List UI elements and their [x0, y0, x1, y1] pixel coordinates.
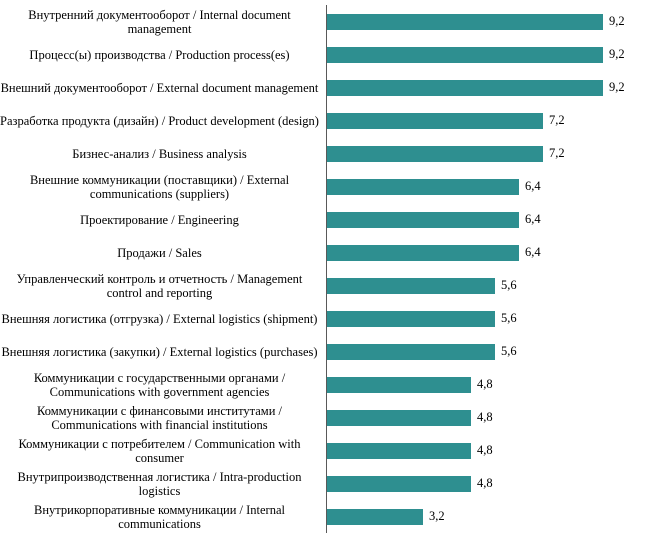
- value-label: 6,4: [525, 212, 541, 226]
- bar: [327, 46, 603, 63]
- plot-area: 9,2: [326, 71, 654, 104]
- chart-rows: Внутренний документооборот / Internal do…: [0, 5, 654, 533]
- plot-area: 6,4: [326, 203, 654, 236]
- bar: [327, 442, 471, 459]
- chart-row: Разработка продукта (дизайн) / Product d…: [0, 104, 654, 137]
- bar: [327, 277, 495, 294]
- plot-area: 7,2: [326, 104, 654, 137]
- category-label: Внутрипроизводственная логистика / Intra…: [17, 469, 302, 498]
- category-label: Управленческий контроль и отчетность / M…: [16, 271, 303, 300]
- chart-row: Внутрипроизводственная логистика / Intra…: [0, 467, 654, 500]
- value-label: 4,8: [477, 443, 493, 457]
- plot-area: 5,6: [326, 269, 654, 302]
- bar: [327, 13, 603, 30]
- value-label: 9,2: [609, 14, 625, 28]
- category-label: Продажи / Sales: [117, 245, 202, 260]
- value-label: 4,8: [477, 410, 493, 424]
- bar: [327, 343, 495, 360]
- bar: [327, 475, 471, 492]
- plot-area: 6,4: [326, 236, 654, 269]
- chart-row: Внешняя логистика (отгрузка) / External …: [0, 302, 654, 335]
- value-label: 4,8: [477, 377, 493, 391]
- chart-row: Коммуникации с государственными органами…: [0, 368, 654, 401]
- chart-row: Внешняя логистика (закупки) / External l…: [0, 335, 654, 368]
- bar: [327, 310, 495, 327]
- plot-area: 4,8: [326, 434, 654, 467]
- category-label: Разработка продукта (дизайн) / Product d…: [0, 113, 319, 128]
- chart-row: Внешний документооборот / External docum…: [0, 71, 654, 104]
- value-label: 9,2: [609, 47, 625, 61]
- value-label: 6,4: [525, 245, 541, 259]
- plot-area: 6,4: [326, 170, 654, 203]
- category-label: Процесс(ы) производства / Production pro…: [29, 47, 290, 62]
- value-label: 5,6: [501, 278, 517, 292]
- value-label: 5,6: [501, 344, 517, 358]
- bar: [327, 244, 519, 261]
- chart-row: Продажи / Sales 6,4: [0, 236, 654, 269]
- plot-area: 4,8: [326, 368, 654, 401]
- chart-row: Внутрикорпоративные коммуникации / Inter…: [0, 500, 654, 533]
- plot-area: 4,8: [326, 401, 654, 434]
- category-label: Внутрикорпоративные коммуникации / Inter…: [34, 502, 285, 531]
- plot-area: 5,6: [326, 302, 654, 335]
- chart-row: Бизнес-анализ / Business analysis 7,2: [0, 137, 654, 170]
- plot-area: 7,2: [326, 137, 654, 170]
- category-label: Внешний документооборот / External docum…: [0, 80, 319, 95]
- bar: [327, 409, 471, 426]
- chart-row: Коммуникации с потребителем / Communicat…: [0, 434, 654, 467]
- bar: [327, 112, 543, 129]
- category-label: Проектирование / Engineering: [80, 212, 239, 227]
- value-label: 5,6: [501, 311, 517, 325]
- category-label: Коммуникации с потребителем / Communicat…: [18, 436, 301, 465]
- chart-row: Коммуникации с финансовыми институтами /…: [0, 401, 654, 434]
- category-label: Коммуникации с государственными органами…: [33, 370, 286, 399]
- chart-row: Внутренний документооборот / Internal do…: [0, 5, 654, 38]
- value-label: 4,8: [477, 476, 493, 490]
- plot-area: 4,8: [326, 467, 654, 500]
- bar: [327, 79, 603, 96]
- value-label: 7,2: [549, 146, 565, 160]
- plot-area: 5,6: [326, 335, 654, 368]
- category-label: Коммуникации с финансовыми институтами /…: [36, 403, 282, 432]
- plot-area: 9,2: [326, 38, 654, 71]
- chart-row: Внешние коммуникации (поставщики) / Exte…: [0, 170, 654, 203]
- category-label: Бизнес-анализ / Business analysis: [72, 146, 247, 161]
- chart-row: Проектирование / Engineering 6,4: [0, 203, 654, 236]
- bar: [327, 376, 471, 393]
- value-label: 7,2: [549, 113, 565, 127]
- category-label: Внешняя логистика (закупки) / External l…: [1, 344, 318, 359]
- category-label: Внешние коммуникации (поставщики) / Exte…: [29, 172, 290, 201]
- chart-row: Процесс(ы) производства / Production pro…: [0, 38, 654, 71]
- bar: [327, 145, 543, 162]
- bar: [327, 211, 519, 228]
- chart-row: Управленческий контроль и отчетность / M…: [0, 269, 654, 302]
- bar: [327, 178, 519, 195]
- value-label: 9,2: [609, 80, 625, 94]
- plot-area: 9,2: [326, 5, 654, 38]
- value-label: 6,4: [525, 179, 541, 193]
- bar: [327, 508, 423, 525]
- category-label: Внутренний документооборот / Internal do…: [28, 7, 291, 36]
- plot-area: 3,2: [326, 500, 654, 533]
- category-label: Внешняя логистика (отгрузка) / External …: [1, 311, 318, 326]
- value-label: 3,2: [429, 509, 445, 523]
